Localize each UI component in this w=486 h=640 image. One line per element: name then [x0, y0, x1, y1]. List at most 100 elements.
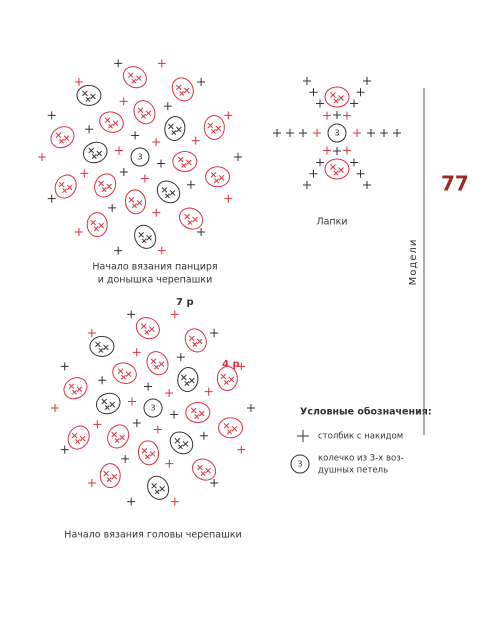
stitch-cross [137, 107, 144, 114]
stitch-cross [109, 401, 116, 408]
stitch-group [171, 77, 194, 102]
stitch-cross [119, 167, 128, 176]
center-ring-label: 3 [334, 129, 339, 138]
stitch-cross [185, 159, 192, 166]
row-label: 4 р [222, 359, 240, 370]
stitch-cross [128, 196, 135, 203]
stitch-group [185, 401, 211, 423]
stitch-cross [303, 77, 311, 86]
stitch-group [99, 111, 124, 133]
stitch-cross [176, 353, 185, 362]
stitch-cross [114, 438, 120, 443]
stitch-cross [153, 425, 162, 434]
stitch-cross [141, 238, 147, 244]
stitch-cross [333, 111, 341, 119]
stitch-group [107, 424, 130, 449]
stitch-cross [161, 187, 168, 193]
stitch-cross [313, 129, 321, 137]
stitch-cross [106, 477, 112, 483]
stitch-cross [165, 389, 174, 398]
stitch-cross [393, 129, 401, 137]
stitch-cross [93, 226, 99, 232]
stitch-cross [141, 323, 147, 329]
stitch-cross [150, 358, 157, 365]
stitch-cross [343, 111, 351, 120]
stitch-cross [168, 123, 174, 130]
stitch-cross [181, 163, 187, 168]
stitch-cross [224, 194, 233, 203]
stitch-group [133, 100, 156, 125]
stitch-cross [58, 181, 65, 188]
stitch-cross [62, 188, 68, 194]
stitch-cross [152, 138, 161, 147]
stitch-cross [85, 125, 94, 134]
stitch-cross [169, 190, 176, 196]
stitch-cross [197, 464, 203, 471]
stitch-cross [309, 169, 318, 178]
stitch-cross [228, 376, 235, 383]
stitch-cross [117, 368, 124, 374]
stitch-cross [141, 113, 146, 119]
stitch-cross [333, 98, 339, 104]
stitch-cross [333, 170, 339, 176]
stitch-cross [47, 194, 56, 203]
diagrams: 3 3 3 [38, 59, 401, 506]
stitch-cross [367, 129, 375, 137]
stitch-cross [380, 129, 388, 137]
legend-text: столбик с накидом [318, 432, 403, 442]
stitch-cross [87, 328, 96, 337]
stitch-cross [121, 374, 126, 380]
stitch-cross [114, 146, 123, 155]
stitch-cross [74, 77, 83, 86]
stitch-cross [128, 72, 134, 78]
stitch-cross [157, 159, 166, 168]
stitch-cross [108, 123, 113, 129]
stitch-group [324, 86, 350, 108]
stitch-group [67, 425, 90, 450]
stitch-cross [214, 178, 219, 184]
stitch-cross [247, 404, 255, 412]
stitch-group [122, 66, 147, 89]
stitch-group [324, 158, 350, 180]
stitch-cross [363, 180, 371, 189]
stitch-group [203, 114, 225, 140]
stitch-cross [210, 479, 219, 488]
stitch-group [112, 362, 137, 384]
stitch-group [146, 351, 169, 376]
stitch-cross [87, 479, 96, 488]
stitch-group [147, 475, 170, 500]
stitch-group [134, 224, 157, 249]
stitch-cross [145, 110, 152, 117]
stitch-cross [183, 87, 190, 94]
stitch-cross [184, 381, 190, 386]
stitch-cross [138, 232, 144, 238]
stitch-group [94, 173, 117, 198]
stitch-cross [205, 467, 211, 474]
caption: Начало вязания панциря [92, 262, 217, 273]
stitch-cross [316, 99, 324, 108]
stitch-cross [299, 129, 307, 137]
stitch-cross [121, 454, 130, 463]
stitch-cross [171, 130, 177, 135]
stitch-cross [136, 75, 142, 81]
stitch-group [172, 150, 198, 172]
stitch-cross [190, 407, 197, 414]
stitch-cross [154, 489, 160, 495]
stitch-cross [333, 147, 341, 155]
legend-text: душных петель [318, 466, 388, 476]
stitch-cross [237, 362, 246, 371]
stitch-cross [179, 90, 185, 96]
stitch-cross [90, 219, 97, 226]
stitch-cross [127, 310, 136, 319]
stitch-cross [356, 88, 365, 97]
center-ring [327, 123, 347, 143]
stitch-cross [85, 96, 91, 102]
stitch-group [99, 463, 121, 489]
stitch-cross [103, 470, 110, 477]
stitch-cross [127, 397, 136, 406]
stitch-cross [103, 344, 109, 351]
stitch-cross [356, 169, 365, 178]
stitch-group [124, 189, 147, 215]
stitch-cross [75, 439, 81, 445]
